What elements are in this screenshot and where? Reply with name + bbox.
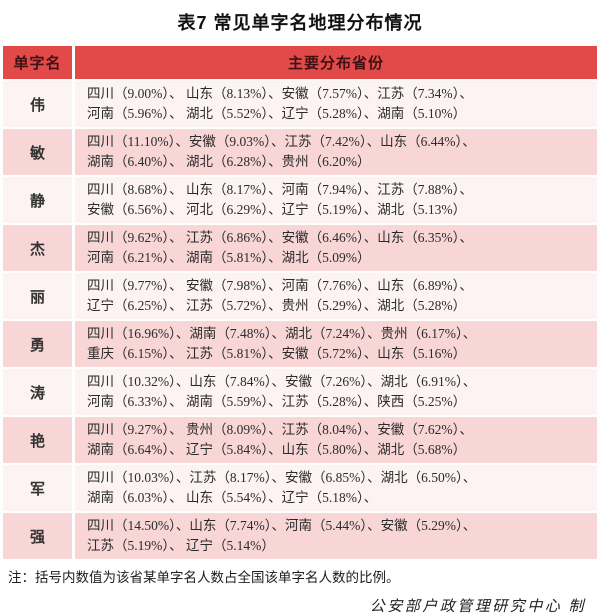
- provinces-cell: 四川（9.77%）、 安徽（7.98%）、河南（7.76%）、山东（6.89%）…: [75, 273, 597, 319]
- page-title: 表7 常见单字名地理分布情况: [177, 13, 423, 33]
- provinces-cell: 四川（10.03%）、江苏（8.17%）、安徽（6.85%）、湖北（6.50%）…: [75, 465, 597, 511]
- provinces-cell: 四川（11.10%）、安徽（9.03%）、江苏（7.42%）、山东（6.44%）…: [75, 129, 597, 175]
- province-line: 湖南（6.03%）、 山东（5.54%）、辽宁（5.18%）、: [87, 490, 378, 505]
- province-line: 重庆（6.15%）、 江苏（5.81%）、安徽（5.72%）、山东（5.16%）: [87, 346, 467, 361]
- provinces-cell: 四川（8.68%）、 山东（8.17%）、河南（7.94%）、江苏（7.88%）…: [75, 177, 597, 223]
- provinces-cell: 四川（16.96%）、湖南（7.48%）、湖北（7.24%）、贵州（6.17%）…: [75, 321, 597, 367]
- province-line: 安徽（6.56%）、 河北（6.29%）、辽宁（5.19%）、湖北（5.13%）: [87, 202, 467, 217]
- distribution-table: 单字名 主要分布省份 伟 四川（9.00%）、 山东（8.13%）、安徽（7.5…: [3, 46, 597, 559]
- province-line: 四川（11.10%）、安徽（9.03%）、江苏（7.42%）、山东（6.44%）…: [87, 134, 476, 149]
- credit-text: 公安部户政管理研究中心 制: [369, 599, 586, 615]
- province-line: 河南（6.21%）、 湖南（5.81%）、湖北（5.09%）: [87, 250, 371, 265]
- name-cell: 强: [3, 513, 72, 559]
- province-line: 四川（8.68%）、 山东（8.17%）、河南（7.94%）、江苏（7.88%）…: [87, 182, 473, 197]
- province-line: 四川（9.27%）、 贵州（8.09%）、江苏（8.04%）、安徽（7.62%）…: [87, 422, 473, 437]
- provinces-cell: 四川（10.32%）、山东（7.84%）、安徽（7.26%）、湖北（6.91%）…: [75, 369, 597, 415]
- province-line: 四川（14.50%）、山东（7.74%）、河南（5.44%）、安徽（5.29%）…: [87, 518, 477, 533]
- name-cell: 勇: [3, 321, 72, 367]
- province-line: 四川（10.32%）、山东（7.84%）、安徽（7.26%）、湖北（6.91%）…: [87, 374, 477, 389]
- province-line: 四川（9.77%）、 安徽（7.98%）、河南（7.76%）、山东（6.89%）…: [87, 278, 473, 293]
- name-cell: 杰: [3, 225, 72, 271]
- province-line: 四川（9.00%）、 山东（8.13%）、安徽（7.57%）、江苏（7.34%）…: [87, 86, 473, 101]
- name-cell: 伟: [3, 81, 72, 127]
- province-line: 河南（5.96%）、 湖北（5.52%）、辽宁（5.28%）、湖南（5.10%）: [87, 106, 467, 121]
- province-line: 辽宁（6.25%）、 江苏（5.72%）、贵州（5.29%）、湖北（5.28%）: [87, 298, 467, 313]
- province-line: 河南（6.33%）、 湖南（5.59%）、江苏（5.28%）、陕西（5.25%）: [87, 394, 467, 409]
- name-cell: 丽: [3, 273, 72, 319]
- name-cell: 敏: [3, 129, 72, 175]
- provinces-cell: 四川（9.27%）、 贵州（8.09%）、江苏（8.04%）、安徽（7.62%）…: [75, 417, 597, 463]
- provinces-cell: 四川（9.00%）、 山东（8.13%）、安徽（7.57%）、江苏（7.34%）…: [75, 81, 597, 127]
- header-provinces-cell: 主要分布省份: [75, 46, 597, 79]
- provinces-cell: 四川（14.50%）、山东（7.74%）、河南（5.44%）、安徽（5.29%）…: [75, 513, 597, 559]
- name-cell: 静: [3, 177, 72, 223]
- name-cell: 艳: [3, 417, 72, 463]
- province-line: 江苏（5.19%）、 辽宁（5.14%）: [87, 538, 275, 553]
- name-cell: 军: [3, 465, 72, 511]
- note-text: 注：括号内数值为该省某单字名人数占全国该单字名人数的比例。: [8, 570, 400, 585]
- provinces-cell: 四川（9.62%）、 江苏（6.86%）、安徽（6.46%）、山东（6.35%）…: [75, 225, 597, 271]
- province-line: 四川（9.62%）、 江苏（6.86%）、安徽（6.46%）、山东（6.35%）…: [87, 230, 473, 245]
- name-cell: 涛: [3, 369, 72, 415]
- province-line: 湖南（6.64%）、 辽宁（5.84%）、山东（5.80%）、湖北（5.68%）: [87, 442, 467, 457]
- province-line: 四川（16.96%）、湖南（7.48%）、湖北（7.24%）、贵州（6.17%）…: [87, 326, 477, 341]
- province-line: 湖南（6.40%）、 湖北（6.28%）、贵州（6.20%）: [87, 154, 371, 169]
- province-line: 四川（10.03%）、江苏（8.17%）、安徽（6.85%）、湖北（6.50%）…: [87, 470, 477, 485]
- header-name-cell: 单字名: [3, 46, 72, 79]
